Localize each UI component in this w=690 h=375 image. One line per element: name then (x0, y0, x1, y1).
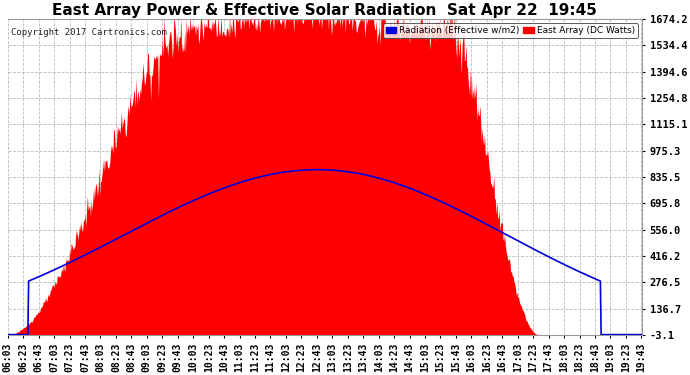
Legend: Radiation (Effective w/m2), East Array (DC Watts): Radiation (Effective w/m2), East Array (… (383, 24, 638, 38)
Title: East Array Power & Effective Solar Radiation  Sat Apr 22  19:45: East Array Power & Effective Solar Radia… (52, 3, 598, 18)
Text: Copyright 2017 Cartronics.com: Copyright 2017 Cartronics.com (11, 28, 167, 38)
